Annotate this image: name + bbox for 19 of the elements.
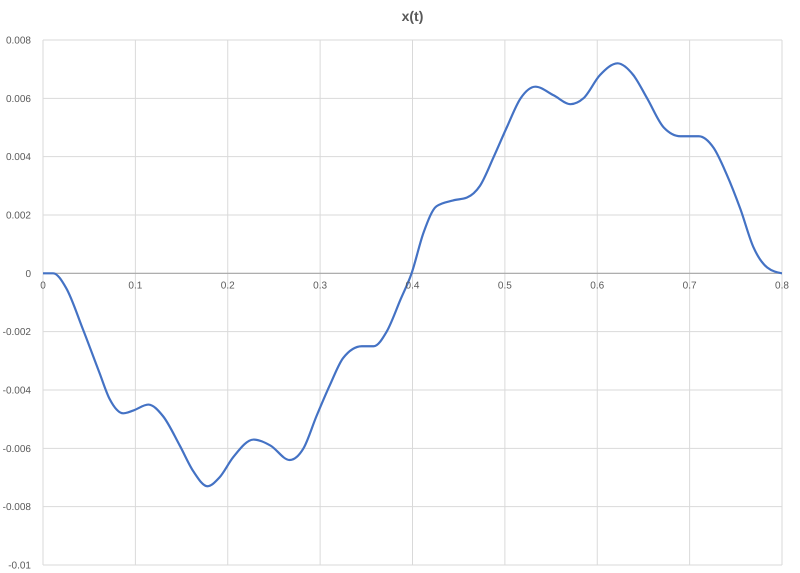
y-tick-label: 0.006	[6, 94, 32, 105]
chart-title: x(t)	[400, 8, 424, 24]
y-tick-label: -0.01	[8, 560, 32, 572]
y-tick-label: 0.008	[6, 36, 32, 47]
y-tick-label: -0.008	[2, 502, 32, 514]
y-tick-label: -0.002	[2, 327, 32, 338]
x-tick-label: 0	[40, 280, 46, 292]
x-tick-label: 0.6	[590, 280, 605, 292]
y-tick-label: 0.004	[6, 152, 32, 164]
y-tick-label: 0.002	[6, 210, 32, 222]
y-tick-label: -0.004	[2, 386, 32, 397]
x-tick-label: 0.1	[128, 280, 143, 292]
y-tick-label: -0.006	[2, 444, 32, 455]
x-tick-label: 0.5	[498, 280, 512, 292]
y-tick-label: 0	[25, 268, 32, 280]
x-tick-label: 0.7	[682, 280, 698, 292]
x-tick-label: 0.2	[220, 280, 236, 292]
x-tick-label: 0.8	[775, 280, 790, 292]
x-tick-label: 0.3	[313, 280, 328, 292]
